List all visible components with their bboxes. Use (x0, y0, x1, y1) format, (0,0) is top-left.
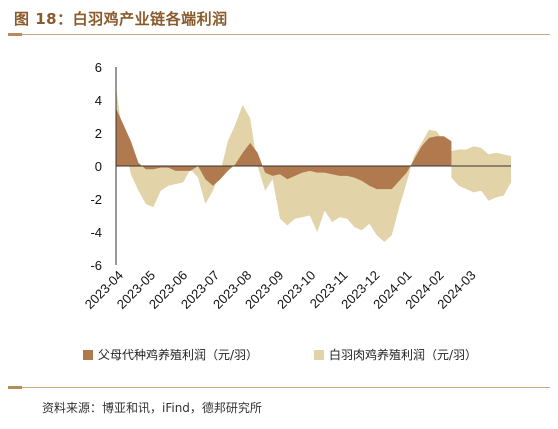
y-tick-label: 0 (95, 159, 102, 174)
area-broiler-profit-lower-band (451, 166, 511, 201)
chart-areas (116, 86, 511, 242)
y-tick-label: 6 (95, 60, 102, 75)
y-tick-label: 2 (95, 126, 102, 141)
y-ticks: -6 -4 -2 0 2 4 6 (90, 60, 102, 273)
y-tick-label: -2 (90, 192, 102, 207)
source-note: 资料来源：博亚和讯，iFind，德邦研究所 (42, 401, 262, 415)
footer-divider (8, 387, 550, 388)
footer-divider-accent (8, 386, 22, 389)
legend-swatch-broiler (314, 350, 324, 360)
figure-title: 图 18：白羽鸡产业链各端利润 (14, 10, 228, 28)
legend-label-broiler: 白羽肉鸡养殖利润（元/羽） (329, 347, 477, 362)
legend: 父母代种鸡养殖利润（元/羽） 白羽肉鸡养殖利润（元/羽） (83, 347, 477, 362)
y-tick-label: -4 (90, 225, 102, 240)
y-tick-label: -6 (90, 258, 102, 273)
title-divider (8, 34, 550, 35)
legend-swatch-parent (83, 350, 93, 360)
legend-label-parent: 父母代种鸡养殖利润（元/羽） (98, 347, 258, 362)
y-tick-label: 4 (95, 93, 102, 108)
x-ticks: 2023-042023-052023-062023-072023-082023-… (82, 268, 479, 312)
area-broiler-profit (116, 86, 511, 242)
area-parent-breeder-profit (116, 108, 452, 190)
title-divider-accent (8, 33, 22, 36)
